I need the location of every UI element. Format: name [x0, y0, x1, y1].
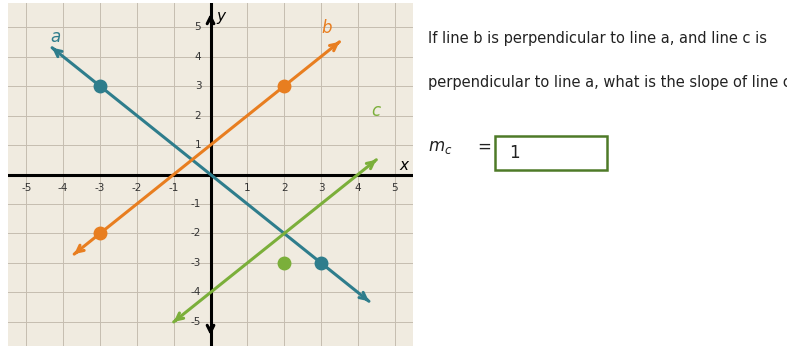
Text: $\mathit{b}$: $\mathit{b}$: [321, 19, 333, 37]
Text: $\mathit{a}$: $\mathit{a}$: [50, 28, 61, 46]
Text: 1: 1: [509, 144, 520, 162]
Text: -4: -4: [191, 288, 201, 297]
Text: -5: -5: [21, 183, 31, 193]
Text: $\mathit{c}$: $\mathit{c}$: [371, 102, 382, 119]
Text: -5: -5: [191, 317, 201, 327]
Text: 3: 3: [194, 81, 201, 91]
Text: 2: 2: [194, 111, 201, 120]
Text: 4: 4: [194, 52, 201, 61]
Text: -3: -3: [191, 258, 201, 268]
Text: -3: -3: [94, 183, 105, 193]
Text: $m_c$: $m_c$: [428, 138, 453, 156]
Text: -4: -4: [58, 183, 68, 193]
Text: perpendicular to line a, what is the slope of line c?: perpendicular to line a, what is the slo…: [428, 75, 787, 90]
Text: 1: 1: [194, 140, 201, 150]
Text: 5: 5: [194, 22, 201, 32]
FancyBboxPatch shape: [495, 136, 608, 170]
Text: 4: 4: [355, 183, 361, 193]
Text: y: y: [216, 9, 225, 24]
Text: 3: 3: [318, 183, 324, 193]
Text: -2: -2: [191, 229, 201, 238]
Text: 1: 1: [244, 183, 251, 193]
Text: -1: -1: [168, 183, 179, 193]
Text: 2: 2: [281, 183, 287, 193]
Text: =: =: [477, 138, 491, 156]
Text: -2: -2: [131, 183, 142, 193]
Text: x: x: [400, 157, 408, 172]
Text: 5: 5: [391, 183, 398, 193]
Text: If line b is perpendicular to line a, and line c is: If line b is perpendicular to line a, an…: [428, 31, 767, 46]
Text: -1: -1: [191, 199, 201, 209]
